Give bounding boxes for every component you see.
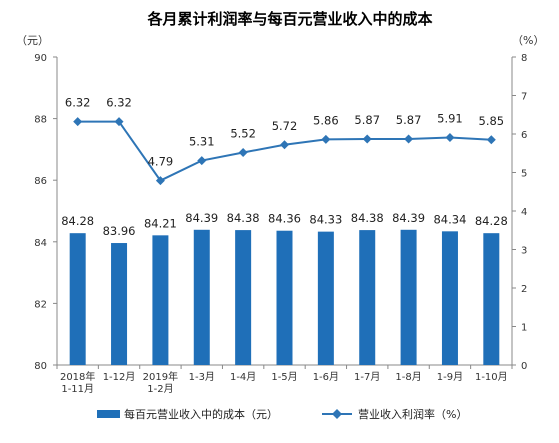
left-axis-tick-label: 80 (34, 361, 47, 372)
x-axis-tick-label: 1-11月 (61, 383, 94, 395)
line-value-label: 4.79 (148, 155, 174, 169)
bar-value-label: 84.28 (475, 214, 508, 228)
bar-value-label: 84.21 (144, 216, 177, 230)
bar (69, 233, 86, 365)
right-axis-tick-label: 6 (521, 130, 527, 141)
right-axis-tick-label: 3 (521, 246, 527, 257)
bar (359, 230, 376, 365)
left-axis-tick-label: 88 (34, 115, 47, 126)
left-axis-unit: （元） (16, 34, 49, 47)
x-axis-tick-label: 1-9月 (437, 371, 463, 383)
bar (111, 243, 128, 365)
line-value-label: 5.86 (313, 113, 339, 127)
left-axis-tick-label: 84 (34, 238, 47, 249)
right-axis-tick-label: 0 (521, 361, 527, 372)
x-axis-tick-label: 1-2月 (147, 383, 173, 395)
legend: 每百元营业收入中的成本（元） 营业收入利润率（%） (97, 407, 467, 421)
bar-value-label: 84.39 (185, 211, 218, 225)
line-point (321, 134, 331, 144)
bar-value-label: 84.34 (433, 212, 466, 226)
x-axis-tick-label: 1-4月 (230, 371, 256, 383)
bar-value-label: 84.33 (309, 213, 342, 227)
left-axis-tick-label: 90 (34, 53, 47, 64)
line-value-label: 5.31 (189, 135, 215, 149)
bar (193, 229, 210, 365)
line-point (114, 117, 124, 127)
bar-value-label: 84.28 (61, 214, 94, 228)
line-point (486, 135, 496, 145)
line-point (197, 156, 207, 166)
line-value-label: 5.72 (272, 119, 298, 133)
data-labels: 84.28 83.96 84.21 84.39 84.38 84.36 84.33 84.38… (61, 96, 508, 238)
right-axis-tick-label: 2 (521, 284, 527, 295)
right-axis-tick-label: 4 (521, 207, 527, 218)
bar-value-label: 84.36 (268, 212, 301, 226)
bar (235, 230, 252, 365)
line-point (404, 134, 414, 144)
bar-value-label: 84.38 (227, 211, 260, 225)
line-series (73, 117, 496, 186)
x-axis-tick-label: 1-5月 (271, 371, 297, 383)
line-point (155, 176, 165, 186)
bar-value-label: 84.39 (392, 211, 425, 225)
right-axis-tick-label: 8 (521, 53, 527, 64)
chart-title: 各月累计利润率与每百元营业收入中的成本 (146, 10, 432, 28)
line-value-label: 5.91 (437, 111, 463, 125)
line-point (362, 134, 372, 144)
bar-value-label: 83.96 (103, 224, 136, 238)
x-axis-tick-label: 2019年 (143, 370, 178, 383)
left-axis-tick-label: 82 (34, 299, 47, 310)
line-value-label: 5.87 (354, 113, 380, 127)
bar (152, 235, 169, 365)
line-point (238, 147, 248, 157)
x-axis-tick-label: 1-8月 (395, 371, 421, 383)
x-axis-tick-label: 2018年 (60, 370, 95, 383)
x-axis-tick-label: 1-6月 (313, 371, 339, 383)
x-axis-tick-label: 1-7月 (354, 371, 380, 383)
legend-line-marker (332, 409, 342, 419)
line-point (445, 132, 455, 142)
right-axis-tick-label: 1 (521, 323, 527, 334)
bar (317, 231, 334, 365)
line-value-label: 6.32 (65, 96, 91, 110)
left-axis-tick-label: 86 (34, 176, 47, 187)
bar-value-label: 84.38 (351, 211, 384, 225)
line-value-label: 5.52 (230, 126, 256, 140)
line-value-label: 5.87 (396, 113, 422, 127)
bar (441, 231, 458, 365)
x-axis-tick-label: 1-3月 (189, 371, 215, 383)
x-axis-tick-label: 1-10月 (475, 371, 508, 383)
bar (276, 230, 293, 365)
right-axis-unit: （%） (512, 34, 544, 47)
right-axis-tick-label: 5 (521, 169, 527, 180)
right-axis-tick-label: 7 (521, 92, 527, 103)
legend-line-label: 营业收入利润率（%） (358, 407, 467, 421)
line-point (73, 117, 83, 127)
line-value-label: 6.32 (106, 96, 132, 110)
bar (483, 233, 500, 365)
x-axis-tick-label: 1-12月 (103, 371, 136, 383)
bar (400, 229, 417, 365)
legend-bar-label: 每百元营业收入中的成本（元） (124, 407, 278, 421)
bar-series (69, 229, 500, 365)
legend-bar-swatch (97, 410, 120, 418)
line-point (280, 140, 289, 150)
line-value-label: 5.85 (479, 114, 505, 128)
